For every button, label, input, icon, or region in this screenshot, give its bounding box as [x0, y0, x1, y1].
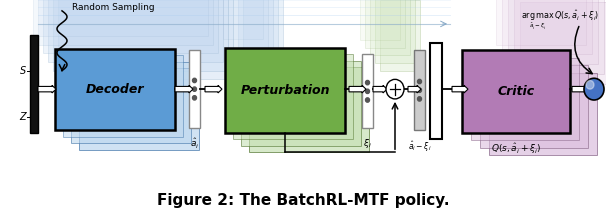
Circle shape	[365, 89, 370, 93]
Circle shape	[586, 80, 594, 89]
FancyArrow shape	[175, 85, 193, 93]
Circle shape	[418, 79, 422, 84]
Circle shape	[418, 97, 422, 101]
Bar	[53, 0, 228, 71]
Bar	[414, 50, 425, 130]
Bar	[502, 0, 592, 54]
Bar	[520, 2, 606, 84]
Bar	[380, 0, 420, 71]
Bar	[362, 54, 373, 128]
Bar	[38, 0, 213, 45]
Text: Z: Z	[19, 112, 26, 122]
FancyArrow shape	[349, 85, 366, 93]
Bar	[225, 48, 345, 133]
Bar	[238, 0, 278, 65]
Bar	[233, 54, 353, 139]
Bar	[471, 58, 579, 140]
Bar	[241, 61, 361, 146]
Bar	[514, 0, 604, 74]
Bar	[63, 55, 183, 137]
Circle shape	[365, 80, 370, 85]
Text: Decoder: Decoder	[86, 83, 144, 96]
FancyArrow shape	[408, 85, 421, 93]
FancyArrow shape	[373, 85, 387, 93]
Bar	[489, 73, 597, 155]
FancyArrow shape	[572, 85, 589, 93]
Text: $\underset{\hat{a}_i-\xi_i}{\mathrm{arg\,max}}\,Q(s,\hat{a}_i+\xi_i)$: $\underset{\hat{a}_i-\xi_i}{\mathrm{arg\…	[521, 9, 599, 31]
Text: Random Sampling: Random Sampling	[72, 3, 155, 12]
FancyArrow shape	[452, 85, 468, 93]
Bar	[223, 0, 263, 39]
Bar	[249, 67, 369, 152]
Text: S: S	[20, 66, 26, 76]
Bar	[233, 0, 273, 56]
Circle shape	[365, 98, 370, 102]
Bar	[55, 49, 175, 130]
Bar	[480, 65, 588, 148]
Bar	[430, 43, 442, 139]
Bar	[48, 0, 223, 62]
Bar	[375, 0, 415, 63]
Bar	[71, 62, 191, 143]
Bar	[228, 0, 268, 48]
Bar	[365, 0, 405, 48]
Circle shape	[193, 96, 196, 100]
Bar	[79, 68, 199, 150]
Circle shape	[386, 79, 404, 99]
Bar	[360, 0, 400, 40]
Text: $\hat{a}_i - \xi_i$: $\hat{a}_i - \xi_i$	[408, 139, 431, 154]
Bar	[370, 0, 410, 55]
Text: Figure 2: The BatchRL-MTF policy.: Figure 2: The BatchRL-MTF policy.	[157, 193, 449, 208]
FancyArrow shape	[38, 85, 56, 93]
Bar	[462, 50, 570, 133]
Circle shape	[418, 88, 422, 92]
Text: $\hat{a}_i$: $\hat{a}_i$	[190, 137, 199, 151]
Circle shape	[193, 87, 196, 91]
FancyArrow shape	[205, 85, 222, 93]
Text: $\xi_i$: $\xi_i$	[363, 137, 372, 150]
Text: Perturbation: Perturbation	[240, 84, 330, 97]
Bar	[58, 0, 233, 79]
Bar	[43, 0, 218, 53]
Bar	[508, 0, 598, 64]
Bar	[243, 0, 283, 74]
Bar	[30, 35, 38, 133]
Text: Critic: Critic	[498, 85, 534, 98]
Bar	[33, 0, 208, 36]
Text: $Q(s, \hat{a}_i + \xi_i)$: $Q(s, \hat{a}_i + \xi_i)$	[491, 141, 541, 156]
Circle shape	[193, 78, 196, 83]
Bar	[189, 50, 200, 128]
Circle shape	[584, 78, 604, 100]
Bar	[496, 0, 586, 45]
